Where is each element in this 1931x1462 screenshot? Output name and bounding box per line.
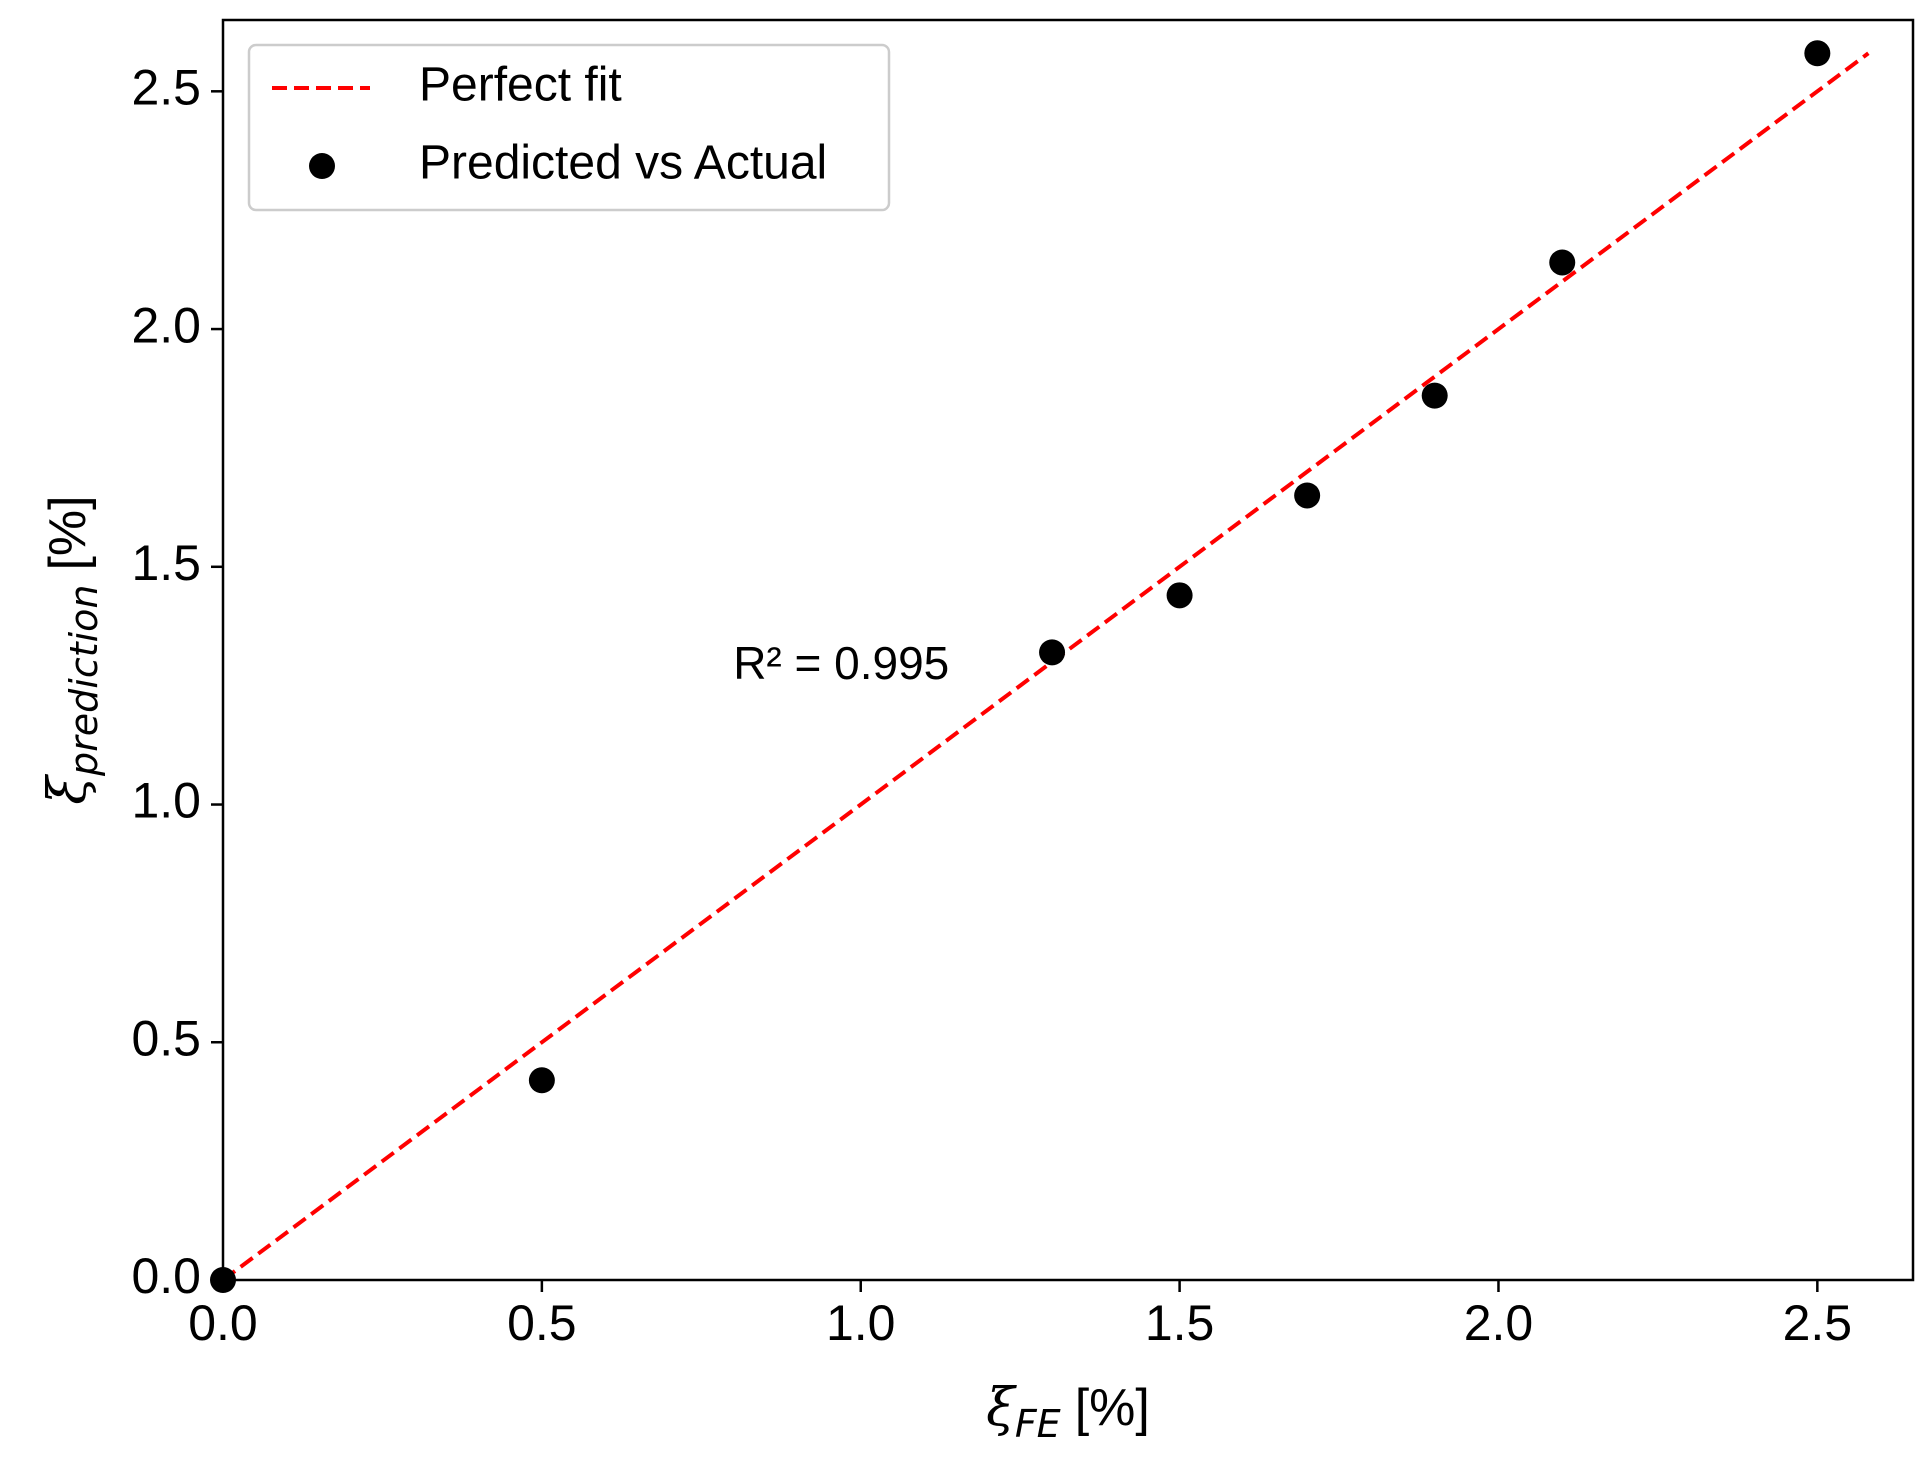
scatter-point	[1549, 249, 1576, 276]
perfect-fit-line	[221, 51, 1870, 1282]
r-squared-annotation: R² = 0.995	[733, 637, 949, 689]
scatter-point	[1804, 40, 1831, 67]
y-tick-label: 2.5	[131, 60, 201, 116]
x-tick-label: 2.0	[1464, 1295, 1534, 1351]
scatter-point	[1039, 639, 1066, 666]
x-axis-ticks: 0.0 0.5 1.0 1.5 2.0 2.5	[188, 1280, 1852, 1351]
y-tick-label: 1.5	[131, 535, 201, 591]
y-tick-label: 0.0	[131, 1248, 201, 1304]
legend: Perfect fit Predicted vs Actual	[247, 43, 891, 212]
x-tick-label: 1.5	[1145, 1295, 1215, 1351]
series-layer	[210, 40, 1870, 1293]
y-axis-symbol: ξ	[38, 774, 98, 805]
scatter-point	[1294, 482, 1321, 509]
scatter-point	[1421, 382, 1448, 409]
x-tick-label: 0.5	[507, 1295, 577, 1351]
x-tick-label: 0.0	[188, 1295, 258, 1351]
scatter-point	[528, 1067, 555, 1094]
plot-background	[223, 20, 1913, 1280]
legend-perfect-fit-label: Perfect fit	[419, 59, 622, 112]
x-tick-label: 2.5	[1783, 1295, 1853, 1351]
y-tick-label: 1.0	[131, 773, 201, 829]
y-axis-subscript: prediction	[62, 585, 106, 777]
legend-frame	[247, 43, 891, 212]
legend-predicted-vs-actual-swatch	[309, 153, 335, 179]
x-axis-label: ξFE [%]	[986, 1378, 1150, 1446]
scatter-point	[1166, 582, 1193, 609]
y-axis-ticks: 0.0 0.5 1.0 1.5 2.0 2.5	[131, 60, 223, 1304]
x-axis-symbol: ξ	[986, 1378, 1017, 1438]
y-tick-label: 0.5	[131, 1010, 201, 1066]
x-tick-label: 1.0	[826, 1295, 896, 1351]
plot-frame	[221, 18, 1915, 1282]
y-axis-unit: [%]	[39, 495, 97, 570]
legend-predicted-vs-actual-label: Predicted vs Actual	[419, 137, 827, 190]
x-axis-subscript: FE	[1015, 1402, 1061, 1446]
y-axis-label: ξprediction [%]	[38, 495, 106, 804]
y-tick-label: 2.0	[131, 297, 201, 353]
x-axis-unit: [%]	[1075, 1379, 1150, 1437]
